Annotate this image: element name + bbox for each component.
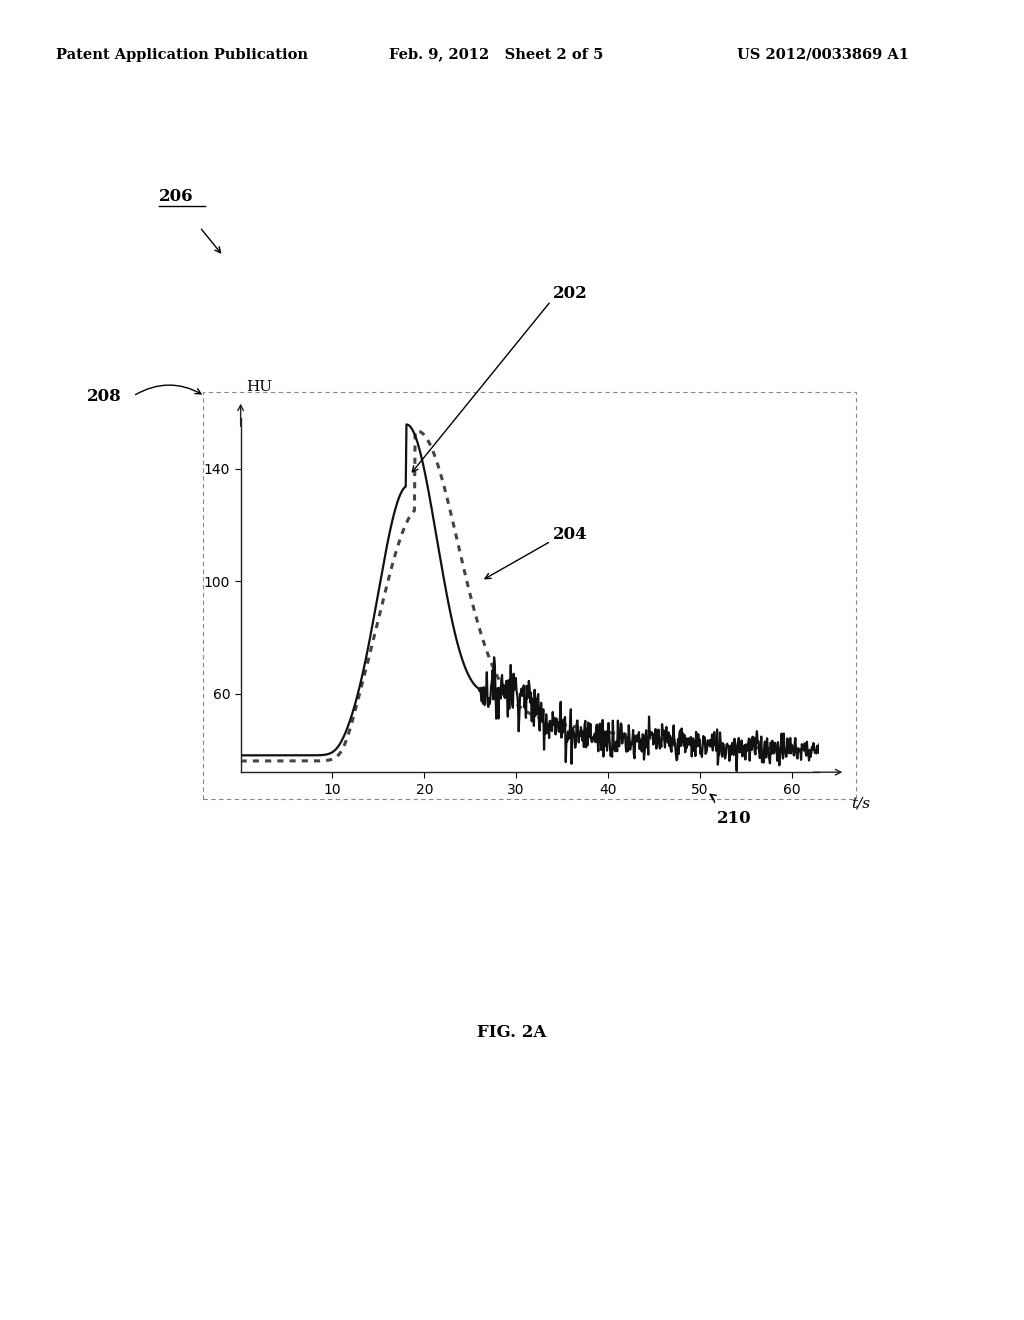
Text: Feb. 9, 2012   Sheet 2 of 5: Feb. 9, 2012 Sheet 2 of 5 (389, 48, 603, 62)
Text: 210: 210 (717, 810, 752, 826)
Text: Patent Application Publication: Patent Application Publication (56, 48, 308, 62)
Text: 208: 208 (87, 388, 122, 404)
Text: FIG. 2A: FIG. 2A (477, 1024, 547, 1040)
Text: HU: HU (247, 380, 272, 393)
Text: 202: 202 (553, 285, 588, 301)
Text: 204: 204 (553, 527, 588, 543)
Text: t/s: t/s (851, 797, 870, 810)
Text: 206: 206 (159, 187, 194, 205)
Text: US 2012/0033869 A1: US 2012/0033869 A1 (737, 48, 909, 62)
